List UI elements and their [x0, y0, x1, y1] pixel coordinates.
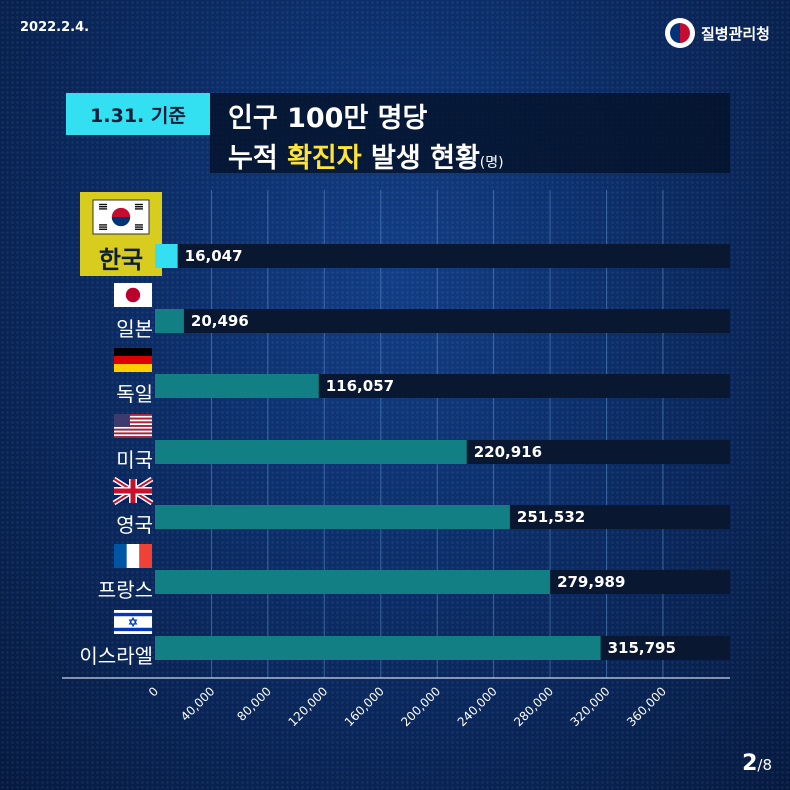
- bar-5: [155, 570, 551, 594]
- category-label: 이스라엘: [79, 644, 153, 668]
- bar-3: [155, 440, 467, 464]
- bar-1: [155, 309, 184, 333]
- title-line2-suffix: 발생 현황: [361, 143, 480, 174]
- unit-label: (명): [479, 155, 504, 171]
- reference-date-tag: 1.31. 기준: [66, 93, 210, 135]
- bar-4: [155, 505, 510, 529]
- page-current: 2: [742, 751, 758, 776]
- category-label: 미국: [116, 448, 153, 472]
- bar-value-label: 220,916: [474, 443, 542, 461]
- x-tick-label: 320,000: [568, 684, 613, 729]
- bar-value-label: 16,047: [185, 247, 243, 265]
- bar-value-label: 279,989: [557, 573, 625, 591]
- x-tick-label: 80,000: [234, 684, 274, 724]
- bar-value-label: 116,057: [326, 377, 394, 395]
- bar-2: [155, 374, 319, 398]
- x-tick-label: 240,000: [455, 684, 500, 729]
- agency-name: 질병관리청: [700, 24, 770, 43]
- x-tick-label: 200,000: [398, 684, 443, 729]
- taegeuk-logo-icon: [664, 18, 695, 48]
- page-total: /8: [757, 756, 772, 774]
- x-tick-label: 40,000: [178, 684, 218, 724]
- bar-6: [155, 636, 601, 660]
- israel-flag-icon: [114, 610, 152, 634]
- france-flag-icon: [114, 544, 152, 568]
- bar-track: [155, 309, 730, 333]
- title-line2-prefix: 누적: [228, 143, 288, 174]
- category-label: 일본: [116, 317, 153, 341]
- uk-flag-icon: [112, 476, 154, 506]
- x-tick-label: 360,000: [624, 684, 669, 729]
- title-highlight: 확진자: [287, 143, 362, 174]
- bar-value-label: 315,795: [608, 639, 676, 657]
- germany-flag-icon: [114, 348, 152, 372]
- chart-title-line2: 누적 확진자 발생 현황(명): [228, 136, 504, 175]
- japan-flag-icon: [114, 283, 152, 307]
- x-tick-label: 280,000: [511, 684, 556, 729]
- page-indicator: 2/8: [742, 751, 772, 776]
- x-tick-label: 0: [146, 684, 161, 699]
- category-label: 영국: [116, 513, 153, 537]
- category-label: 한국: [99, 246, 143, 274]
- bar-track: [155, 244, 730, 268]
- bar-value-label: 20,496: [191, 312, 249, 330]
- title-background: [210, 93, 730, 173]
- x-tick-label: 160,000: [342, 684, 387, 729]
- category-label: 독일: [116, 382, 153, 406]
- usa-flag-icon: [114, 414, 152, 438]
- bar-value-label: 251,532: [517, 508, 585, 526]
- bar-0: [155, 244, 178, 268]
- chart-title-line1: 인구 100만 명당: [228, 103, 428, 134]
- category-label: 프랑스: [98, 578, 153, 602]
- x-tick-label: 120,000: [285, 684, 330, 729]
- korea-flag-icon: [92, 199, 150, 235]
- agency-logo: 질병관리청: [664, 18, 770, 48]
- date-label: 2022.2.4.: [20, 20, 90, 35]
